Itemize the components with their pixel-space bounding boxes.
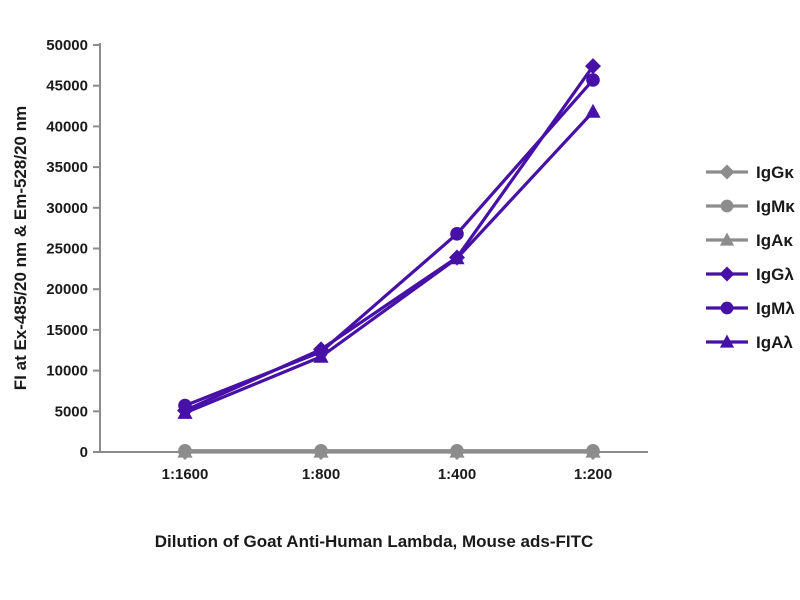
legend-marker-diamond	[719, 164, 735, 180]
y-tick-label: 50000	[46, 37, 88, 54]
series-line-IgAλ	[183, 110, 595, 415]
y-tick-label: 25000	[46, 241, 88, 258]
data-series	[177, 58, 601, 460]
marker-IgAλ	[177, 404, 193, 419]
y-tick-label: 35000	[46, 159, 88, 176]
legend-label: IgMλ	[756, 299, 795, 318]
series-line-IgGλ	[183, 64, 595, 413]
legend-item-IgMλ: IgMλ	[706, 299, 795, 318]
y-tick-label: 20000	[46, 281, 88, 298]
axes: 0 5000 10000 15000 20000 25000 30000 35000 40000…	[46, 37, 648, 483]
legend-marker-triangle	[719, 232, 735, 246]
marker-IgGλ	[585, 58, 601, 75]
x-tick-label: 1:800	[302, 466, 340, 483]
marker-IgAλ	[449, 250, 465, 265]
y-tick-label: 10000	[46, 363, 88, 380]
legend-label: IgAκ	[756, 231, 793, 250]
legend-item-IgMκ: IgMκ	[706, 197, 795, 216]
y-tick-label: 15000	[46, 322, 88, 339]
marker-IgAκ	[177, 443, 193, 458]
marker-IgMλ	[450, 227, 464, 241]
legend-marker-circle	[720, 301, 734, 315]
x-axis-title: Dilution of Goat Anti-Human Lambda, Mous…	[155, 532, 594, 551]
marker-IgAλ	[585, 103, 601, 118]
marker-IgAκ	[449, 443, 465, 458]
marker-IgAκ	[313, 443, 329, 458]
y-tick-label: 45000	[46, 78, 88, 95]
legend-label: IgMκ	[756, 197, 795, 216]
x-tick-label: 1:1600	[162, 466, 209, 483]
legend-marker-diamond	[719, 266, 735, 282]
x-tick-label: 1:200	[574, 466, 612, 483]
y-tick-label: 40000	[46, 118, 88, 135]
legend-label: IgAλ	[756, 333, 793, 352]
legend-item-IgAλ: IgAλ	[706, 333, 793, 352]
x-tick-label: 1:400	[438, 466, 476, 483]
y-tick-label: 5000	[55, 403, 88, 420]
legend-marker-circle	[720, 199, 734, 213]
marker-IgMλ	[586, 73, 600, 87]
y-tick-label: 30000	[46, 200, 88, 217]
y-tick-label: 0	[80, 444, 88, 461]
legend: IgGκ IgMκ IgAκ IgGλ IgMλ IgAλ	[706, 163, 795, 352]
marker-IgAκ	[585, 443, 601, 458]
legend-item-IgGκ: IgGκ	[706, 163, 794, 182]
marker-IgAλ	[313, 348, 329, 363]
legend-label: IgGλ	[756, 265, 794, 284]
legend-item-IgGλ: IgGλ	[706, 265, 794, 284]
legend-label: IgGκ	[756, 163, 794, 182]
legend-marker-triangle	[719, 334, 735, 348]
series-line-IgMλ	[183, 78, 595, 408]
legend-item-IgAκ: IgAκ	[706, 231, 793, 250]
y-axis-label: FI at Ex-485/20 nm & Em-528/20 nm	[11, 106, 30, 390]
